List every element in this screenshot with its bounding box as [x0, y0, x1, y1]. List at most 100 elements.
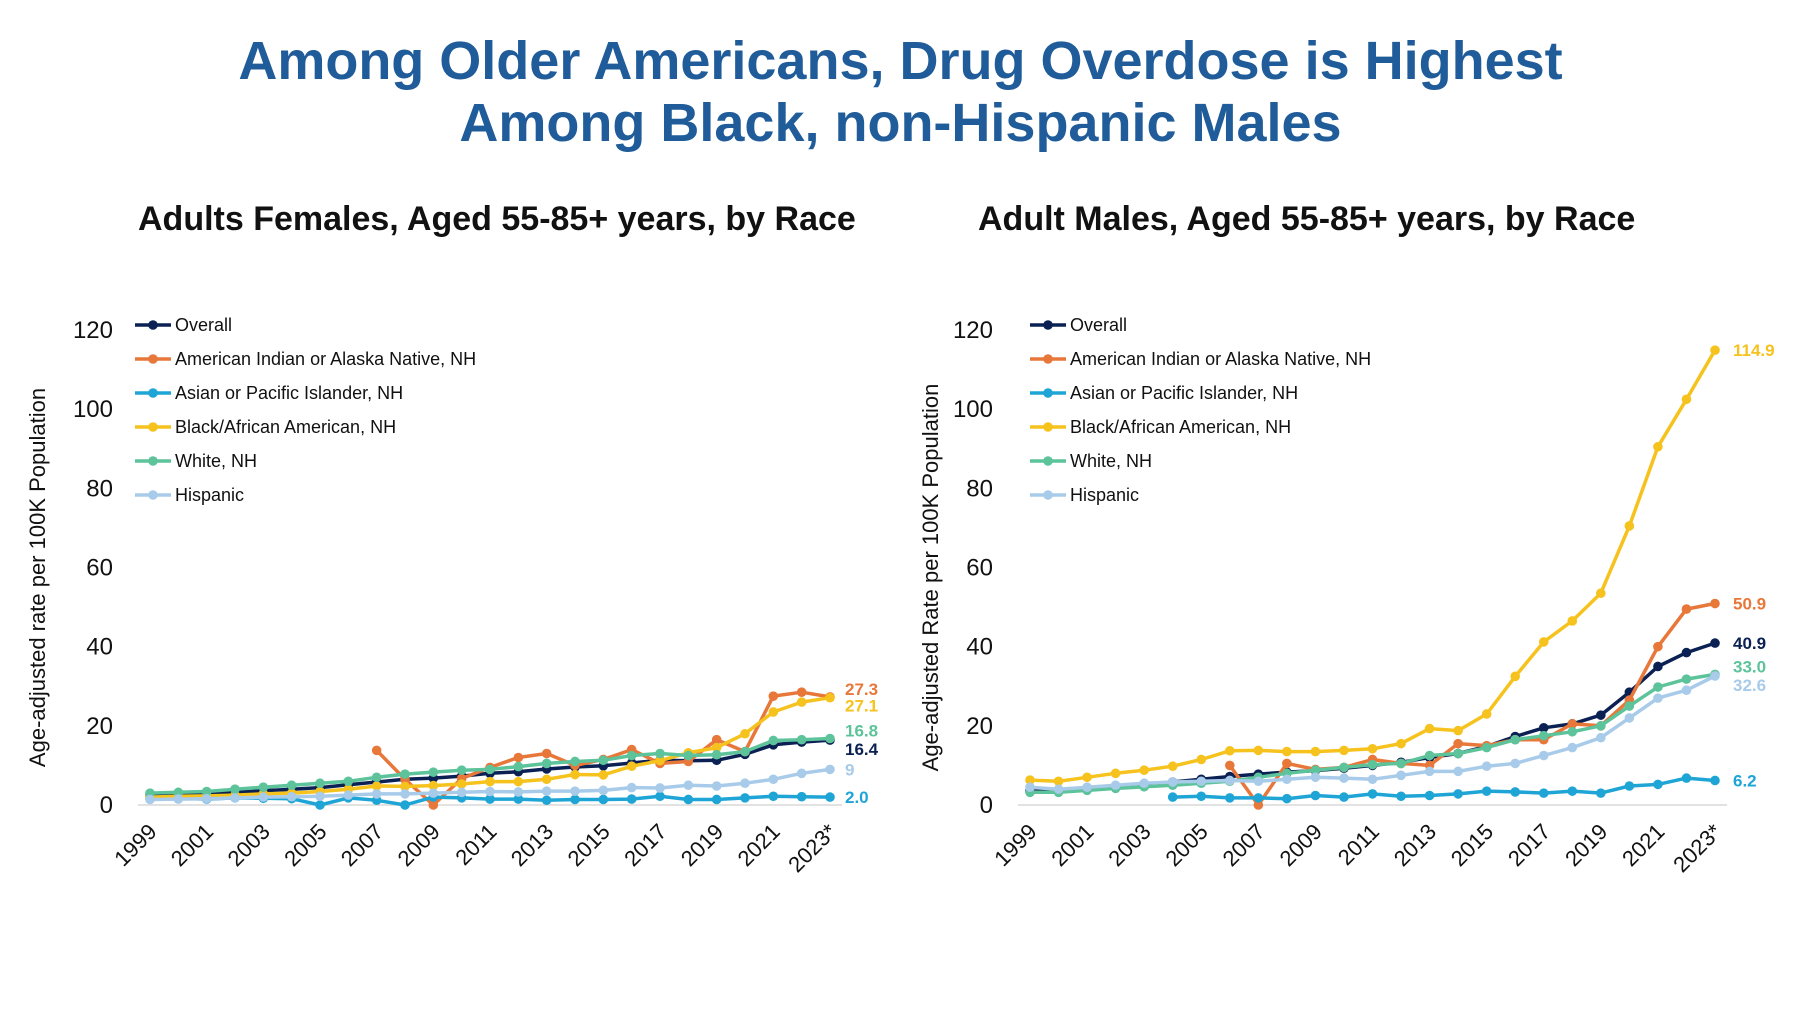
females-series-hispanic-point — [371, 789, 382, 799]
males-series-hispanic-point — [1681, 685, 1692, 696]
females-series-white-nh-point — [513, 761, 524, 772]
females-y-tick-label: 100 — [73, 396, 113, 423]
females-series-black-african-american-nh-point — [711, 742, 722, 753]
males-series-hispanic-point — [1053, 784, 1064, 794]
males-series-white-nh-point — [1653, 682, 1663, 692]
females-series-hispanic-point — [570, 786, 580, 796]
males-series-black-african-american-nh-point — [1139, 765, 1149, 775]
males-series-overall-point — [1710, 638, 1720, 648]
males-series-hispanic-point — [1396, 770, 1406, 781]
females-series-white-nh-point — [541, 758, 552, 769]
males-x-tick-label: 2015 — [1446, 819, 1498, 871]
females-series-hispanic-point — [711, 781, 722, 791]
females-series-white-nh-point — [485, 764, 495, 775]
females-series-black-african-american-nh-point — [513, 776, 524, 787]
females-series-asian-or-pacific-islander-nh-point — [541, 795, 552, 806]
females-series-black-african-american-nh-point — [740, 728, 750, 739]
males-series-hispanic-point — [1082, 782, 1092, 792]
males-y-tick-label: 120 — [953, 317, 993, 344]
males-series-hispanic — [1025, 671, 1720, 794]
males-series-black-african-american-nh-point — [1567, 616, 1578, 626]
males-series-white-nh-point — [1396, 758, 1406, 769]
females-series-american-indian-or-alaska-native-nh-end-label: 27.3 — [845, 680, 878, 699]
males-series-hispanic-point — [1025, 782, 1035, 792]
males-x-tick-label: 2013 — [1389, 819, 1441, 871]
page-title: Among Older Americans, Drug Overdose is … — [0, 30, 1801, 154]
females-x-tick-label: 2019 — [676, 819, 728, 871]
females-series-hispanic-point — [655, 783, 665, 793]
males-series-overall-end-label: 40.9 — [1733, 634, 1766, 653]
females-series-overall-end-label: 16.4 — [845, 740, 879, 759]
legend-label: Asian or Pacific Islander, NH — [175, 383, 403, 403]
males-series-hispanic-point — [1310, 772, 1321, 783]
legend-swatch-marker — [148, 456, 158, 466]
males-series-white-nh-point — [1624, 701, 1635, 711]
males-series-asian-or-pacific-islander-nh-point — [1253, 793, 1264, 803]
females-series-american-indian-or-alaska-native-nh-point — [711, 734, 722, 745]
females-x-tick-label: 2011 — [450, 819, 501, 870]
males-series-white-nh-point — [1424, 750, 1435, 761]
males-series-black-african-american-nh-point — [1481, 709, 1492, 719]
males-series-asian-or-pacific-islander-nh-point — [1624, 781, 1635, 791]
males-x-tick-label: 2007 — [1218, 819, 1270, 871]
legend-swatch-marker — [148, 354, 158, 364]
males-series-black-african-american-nh-point — [1367, 743, 1378, 754]
males-series-asian-or-pacific-islander-nh-point — [1424, 790, 1435, 801]
females-line-chart: 0 20 40 60 80 100 120 Age-adjusted rate per 100… — [25, 315, 879, 877]
females-series-white-nh-point — [598, 755, 609, 766]
males-series-american-indian-or-alaska-native-nh-point — [1282, 758, 1292, 769]
females-series-hispanic-point — [343, 790, 354, 800]
males-series-asian-or-pacific-islander-nh-point — [1339, 792, 1349, 802]
females-series-asian-or-pacific-islander-nh-point — [626, 794, 637, 804]
females-series-hispanic-point — [541, 786, 552, 796]
males-series-asian-or-pacific-islander-nh-point — [1367, 789, 1378, 799]
males-series-white-nh-point — [1538, 730, 1549, 741]
males-series-white-nh-end-label: 33.0 — [1733, 657, 1766, 676]
females-x-tick-label: 1999 — [109, 819, 161, 871]
males-series-hispanic-point — [1224, 775, 1235, 786]
males-series-hispanic-point — [1481, 761, 1492, 772]
males-series-black-african-american-nh-point — [1053, 776, 1064, 787]
females-x-tick-label: 2001 — [166, 819, 218, 871]
females-series-hispanic — [145, 764, 835, 805]
males-series-hispanic-point — [1653, 693, 1663, 703]
females-series-american-indian-or-alaska-native-nh-point — [796, 687, 807, 697]
males-series-black-african-american-nh-point — [1653, 441, 1663, 452]
females-y-tick-label: 0 — [100, 792, 113, 819]
males-series-white-nh-point — [1596, 721, 1606, 731]
females-series-hispanic-point — [286, 791, 297, 802]
males-series-black-african-american-nh-point — [1025, 775, 1035, 785]
legend-label: Overall — [175, 315, 232, 335]
females-series-hispanic-point — [145, 794, 155, 805]
males-series-hispanic-point — [1339, 773, 1349, 783]
males-series-black-african-american-nh-point — [1424, 723, 1435, 734]
males-series-hispanic-point — [1596, 732, 1606, 743]
males-x-tick-label: 2023* — [1668, 819, 1727, 878]
legend-swatch-marker — [1043, 320, 1053, 330]
males-x-tick-label: 2009 — [1275, 819, 1327, 871]
males-x-tick-label: 2011 — [1333, 819, 1384, 870]
females-y-tick-label: 60 — [86, 555, 113, 582]
females-series-hispanic-point — [258, 792, 269, 802]
males-y-tick-label: 80 — [966, 475, 993, 502]
females-series-hispanic-point — [768, 774, 779, 785]
females-series-white-nh-point — [768, 735, 779, 746]
males-series-asian-or-pacific-islander-nh-point — [1453, 789, 1463, 799]
males-series-black-african-american-nh-point — [1510, 671, 1521, 682]
males-x-tick-label: 2003 — [1103, 819, 1155, 871]
males-series-asian-or-pacific-islander-nh — [1167, 773, 1720, 804]
legend-swatch-marker — [1043, 490, 1053, 500]
females-x-tick-label: 2003 — [223, 819, 275, 871]
females-series-black-african-american-nh-point — [485, 776, 495, 787]
males-y-tick-label: 60 — [966, 555, 993, 582]
males-series-black-african-american-nh-point — [1339, 745, 1349, 756]
females-x-tick-label: 2013 — [506, 819, 558, 871]
males-series-hispanic-point — [1510, 758, 1521, 769]
females-series-hispanic-point — [626, 782, 637, 793]
females-series-asian-or-pacific-islander-nh-point — [315, 800, 325, 810]
females-series-american-indian-or-alaska-native-nh-point — [428, 800, 439, 810]
males-series-hispanic-point — [1567, 742, 1578, 753]
males-series-white-nh-point — [1510, 734, 1521, 745]
males-series-american-indian-or-alaska-native-nh-point — [1653, 641, 1663, 652]
males-y-axis-title: Age-adjusted Rate per 100K Population — [918, 384, 943, 772]
